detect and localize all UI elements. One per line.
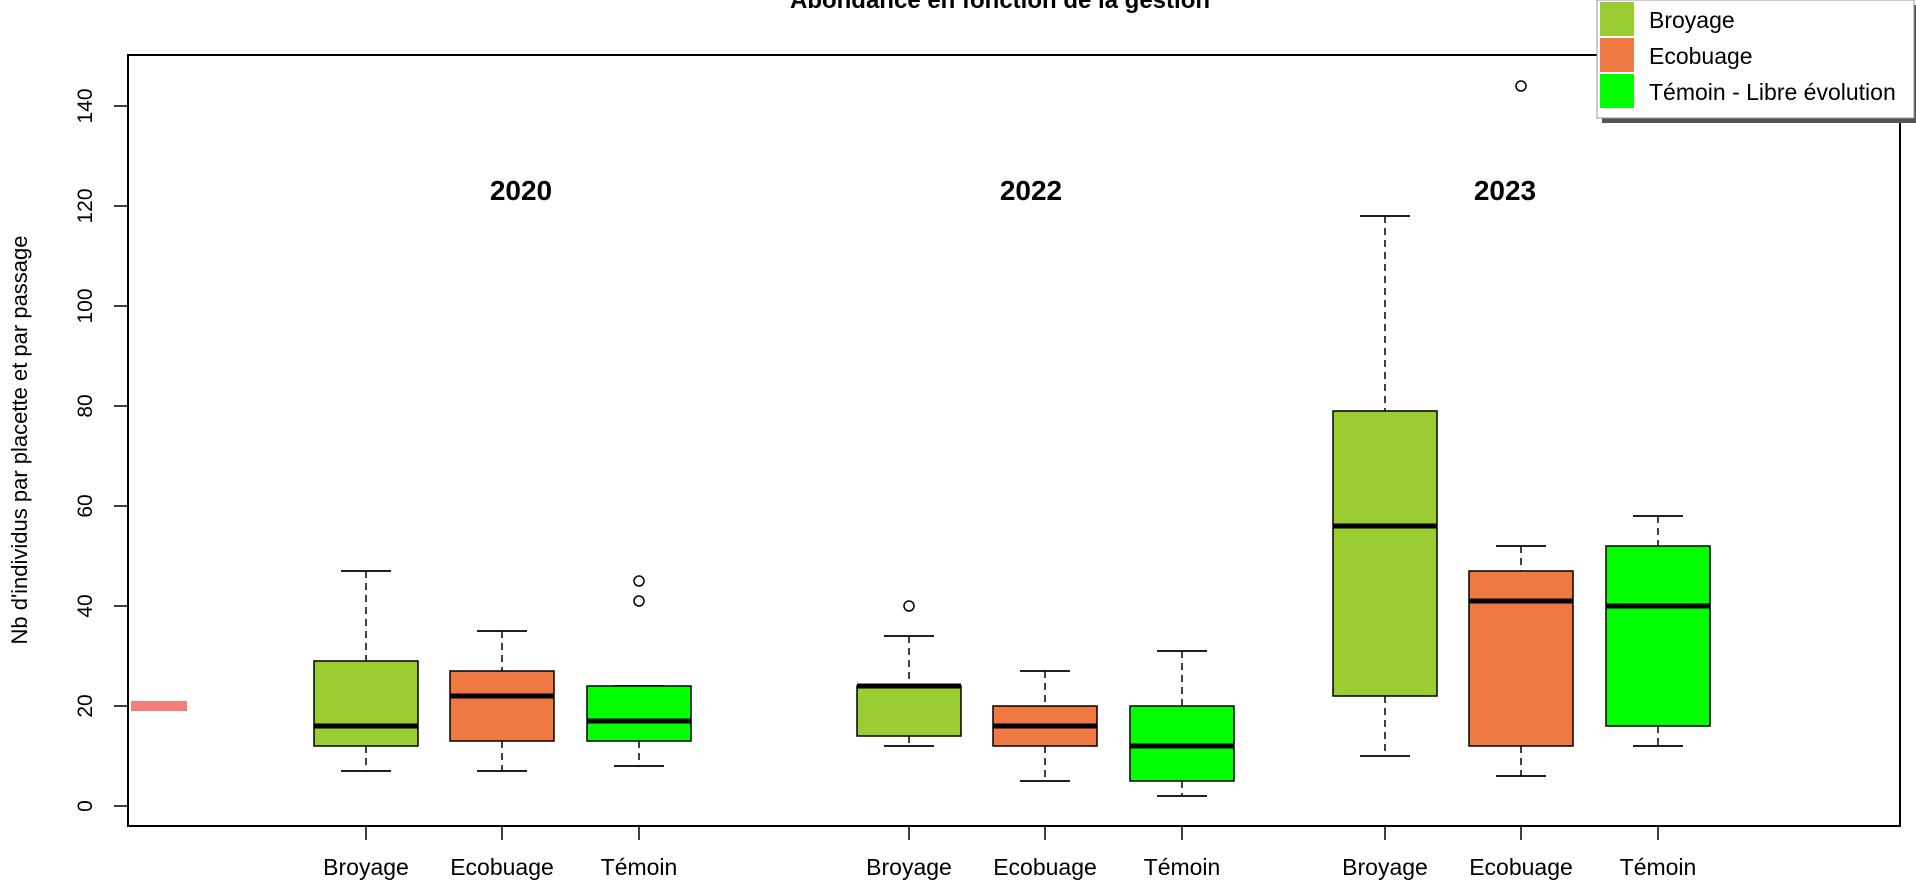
box-body — [856, 685, 962, 737]
box-body — [1468, 570, 1574, 747]
y-tick-label: 20 — [74, 694, 97, 717]
y-tick-label: 40 — [74, 594, 97, 617]
group-2022: 2022 Broyage Ecobuage Témoin — [856, 175, 1235, 880]
box-témoin: Témoin — [1605, 515, 1711, 880]
box-ecobuage: Ecobuage — [449, 630, 555, 880]
group-2023: 2023 Broyage Ecobuage Témoin — [1332, 80, 1711, 880]
chart-title: Abondance en fonction de la gestion — [790, 0, 1210, 14]
box-body — [1605, 545, 1711, 727]
legend-key-2 — [1600, 38, 1634, 72]
x-tick-label: Ecobuage — [450, 854, 554, 880]
box-body — [313, 660, 419, 747]
legend-label: Broyage — [1649, 7, 1735, 33]
x-tick-label: Broyage — [866, 854, 952, 880]
y-tick-label: 80 — [74, 394, 97, 417]
x-tick-label: Broyage — [1342, 854, 1428, 880]
x-tick-label: Ecobuage — [993, 854, 1097, 880]
box-body — [1332, 410, 1438, 697]
box-body — [449, 670, 555, 742]
legend-label: Témoin - Libre évolution — [1649, 79, 1896, 105]
outlier-point — [903, 600, 915, 612]
group-label: 2023 — [1474, 175, 1536, 206]
box-témoin: Témoin — [586, 575, 692, 880]
y-tick-label: 60 — [74, 494, 97, 517]
outlier-point — [1515, 80, 1527, 92]
legend: Broyage Ecobuage Témoin - Libre évolution — [1596, 0, 1916, 123]
legend-key-1 — [1600, 2, 1634, 36]
y-tick-label: 0 — [74, 800, 97, 812]
x-tick-label: Broyage — [323, 854, 409, 880]
group-label: 2022 — [1000, 175, 1062, 206]
outlier-point — [633, 595, 645, 607]
box-ecobuage: Ecobuage — [992, 670, 1098, 880]
legend-box — [1596, 0, 1915, 119]
legend-label: Ecobuage — [1649, 43, 1753, 69]
y-axis-title: Nb d'individus par placette et par passa… — [7, 235, 32, 644]
x-tick-label: Témoin — [1144, 854, 1221, 880]
y-tick-label: 100 — [74, 288, 97, 323]
box-ecobuage: Ecobuage — [1468, 80, 1574, 880]
box-body — [586, 685, 692, 742]
x-tick-label: Témoin — [601, 854, 678, 880]
legend-key-3 — [1600, 74, 1634, 108]
group-2020: 2020 Broyage Ecobuage Témoin — [313, 175, 692, 880]
chart-marks: 2020 Broyage Ecobuage Témoin 2022 Broyage Ecob… — [313, 80, 1711, 880]
reference-mark — [131, 701, 187, 711]
box-broyage: Broyage — [313, 570, 419, 880]
x-tick-label: Témoin — [1620, 854, 1697, 880]
y-axis: 0 20 40 60 80 100 120 140 — [74, 88, 187, 812]
y-tick-label: 120 — [74, 188, 97, 223]
x-tick-label: Ecobuage — [1469, 854, 1573, 880]
y-tick-label: 140 — [74, 88, 97, 123]
box-broyage: Broyage — [856, 600, 962, 880]
outlier-point — [633, 575, 645, 587]
box-témoin: Témoin — [1129, 650, 1235, 880]
group-label: 2020 — [490, 175, 552, 206]
box-broyage: Broyage — [1332, 215, 1438, 880]
